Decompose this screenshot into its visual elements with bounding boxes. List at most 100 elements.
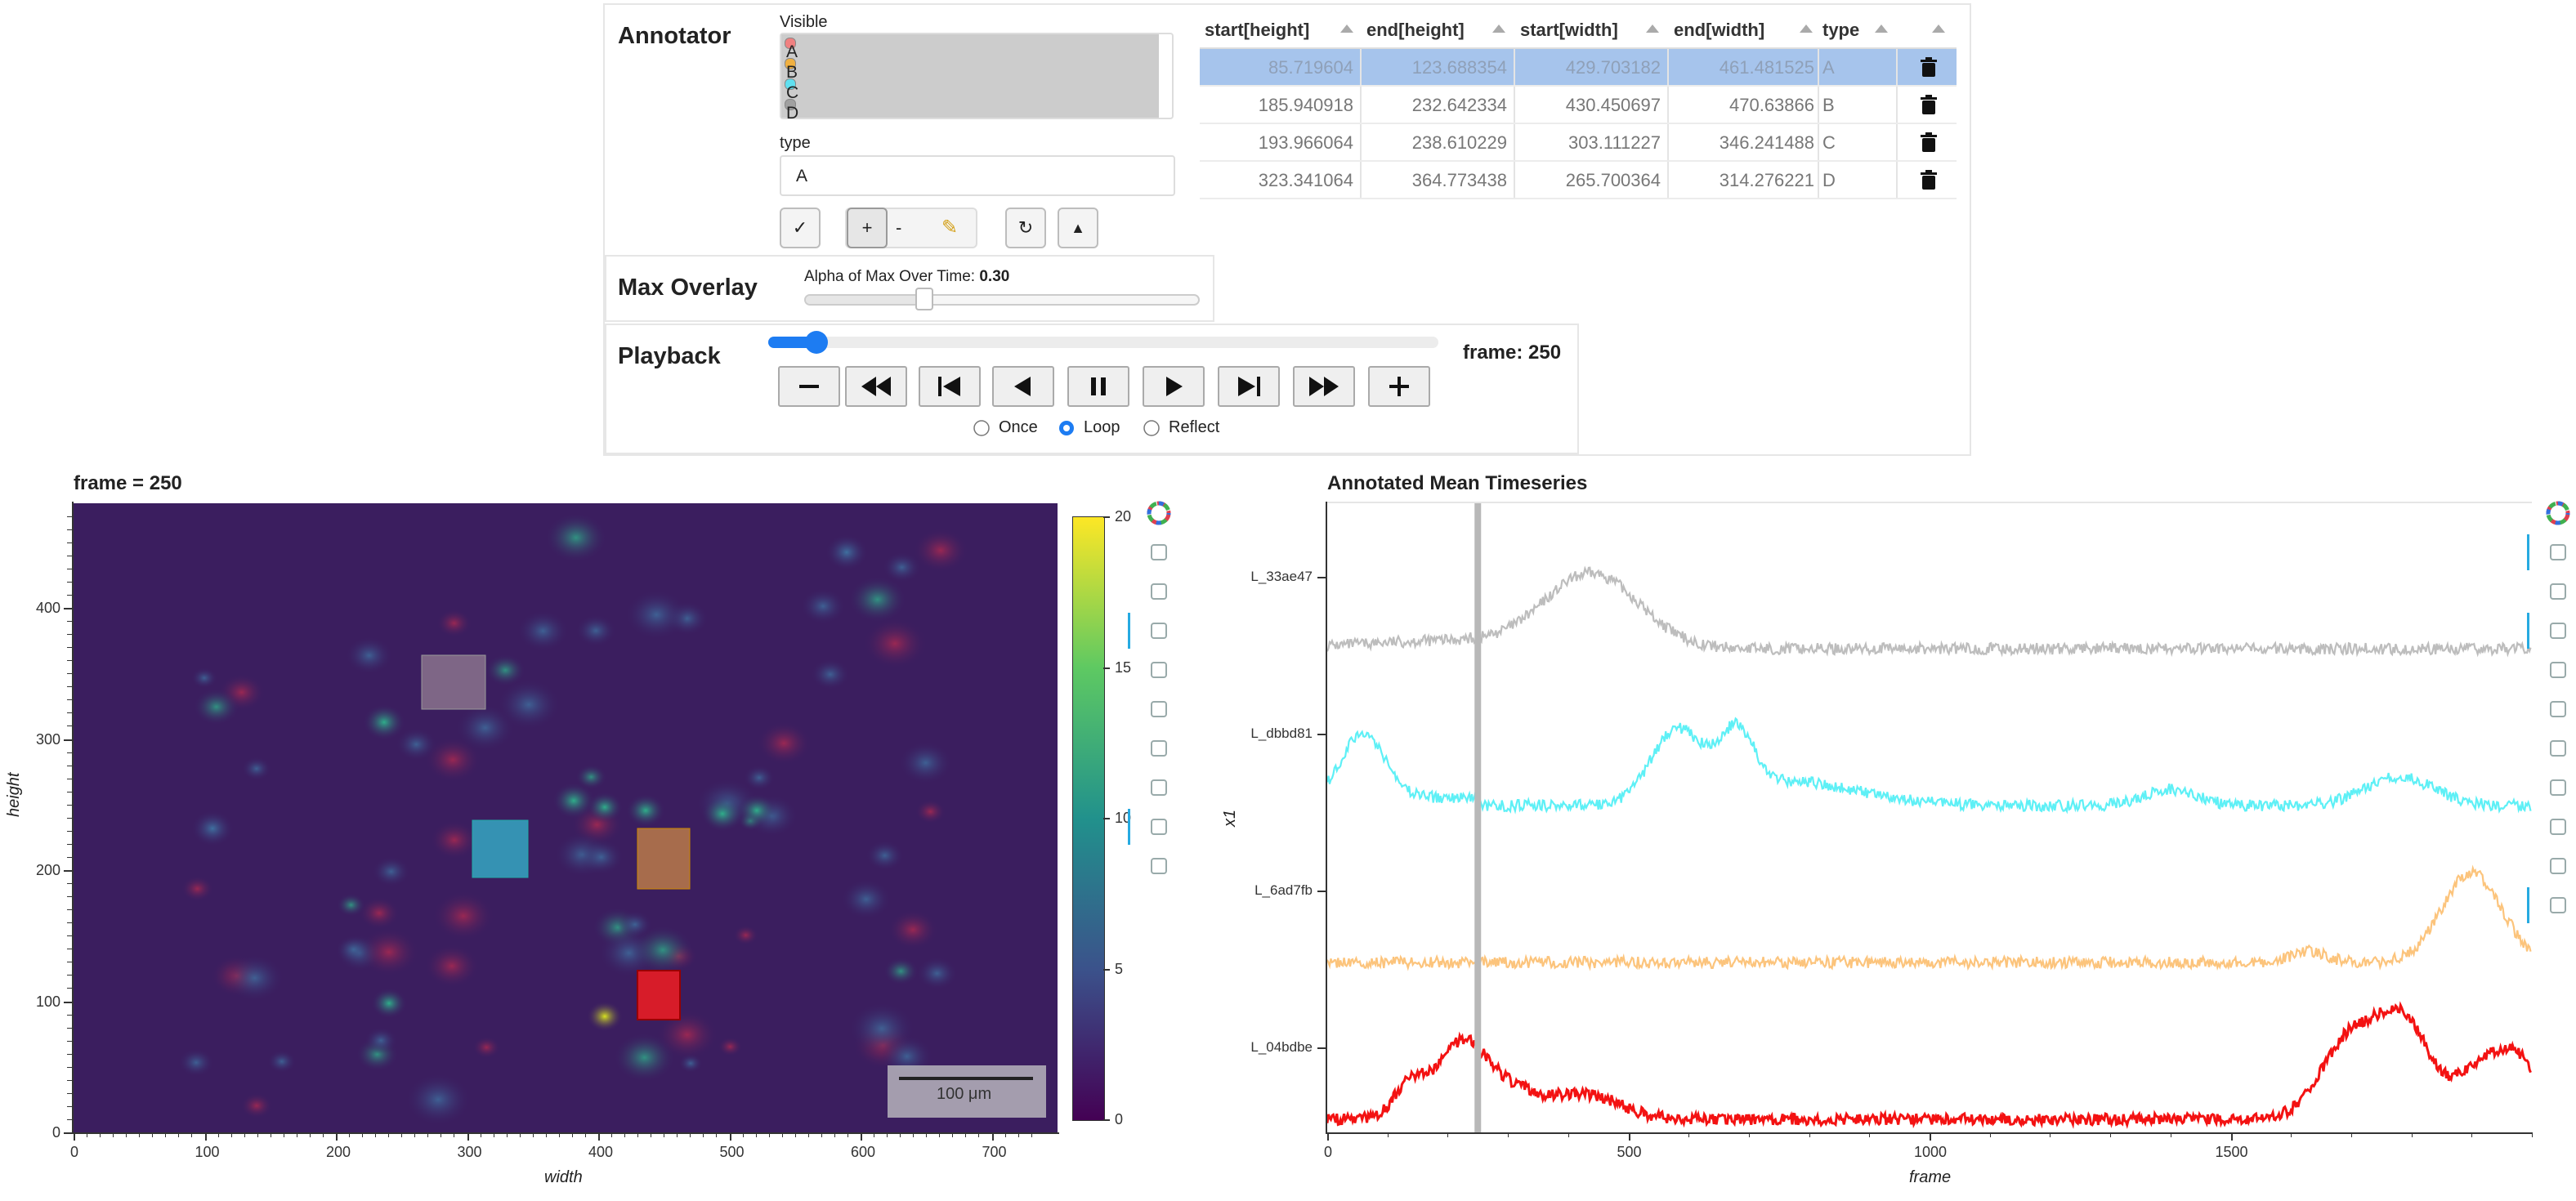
series-line-l_6ad7fb[interactable] xyxy=(1327,864,2532,971)
table-cell[interactable]: 470.63866 xyxy=(1729,95,1814,115)
roi-d[interactable] xyxy=(421,654,486,710)
table-row[interactable]: 323.341064 364.773438 265.700364 314.276221… xyxy=(1200,162,1957,199)
alpha-slider-handle[interactable] xyxy=(915,288,934,310)
table-cell[interactable]: 323.341064 xyxy=(1258,170,1353,190)
table-cell-type[interactable]: A xyxy=(1822,57,1835,78)
sort-icon[interactable] xyxy=(1800,25,1813,33)
trash-icon[interactable] xyxy=(1921,57,1937,77)
table-cell[interactable]: 265.700364 xyxy=(1565,170,1661,190)
alpha-slider[interactable] xyxy=(804,288,1200,310)
play-button[interactable] xyxy=(1143,366,1205,407)
col-header-type[interactable]: type xyxy=(1822,20,1860,40)
sort-icon[interactable] xyxy=(1932,25,1945,33)
table-cell[interactable]: 303.111227 xyxy=(1568,132,1661,153)
add-tool-button[interactable]: + xyxy=(847,208,888,248)
series-line-l_33ae47[interactable] xyxy=(1327,565,2532,658)
series-line-l_04bdbe[interactable] xyxy=(1327,1001,2532,1129)
reset-icon[interactable] xyxy=(2545,853,2571,879)
first-frame-button[interactable] xyxy=(919,366,981,407)
wheel-zoom-y-icon[interactable] xyxy=(2545,696,2571,722)
upload-button[interactable]: ▲ xyxy=(1058,208,1098,248)
col-header-start-width[interactable]: start[width] xyxy=(1520,20,1618,40)
decrease-speed-button[interactable] xyxy=(778,366,840,407)
crosshair-icon[interactable] xyxy=(1146,853,1172,879)
pan-icon[interactable] xyxy=(2527,534,2571,570)
table-cell-type[interactable]: B xyxy=(1822,95,1835,115)
apply-button[interactable]: ✓ xyxy=(780,208,821,248)
table-cell[interactable]: 85.719604 xyxy=(1268,57,1353,78)
table-cell[interactable]: 429.703182 xyxy=(1565,57,1661,78)
trash-icon[interactable] xyxy=(1921,95,1937,114)
wheel-zoom-icon[interactable] xyxy=(2527,613,2571,649)
ruler-icon[interactable] xyxy=(1146,775,1172,801)
mode-reflect-radio[interactable]: Reflect xyxy=(1143,418,1219,437)
hover-icon[interactable] xyxy=(2527,887,2571,923)
visible-option-c[interactable]: C xyxy=(785,77,808,102)
table-cell[interactable]: 314.276221 xyxy=(1719,170,1814,190)
timeseries-chart[interactable] xyxy=(1327,503,2532,1132)
step-backward-button[interactable] xyxy=(992,366,1054,407)
table-cell[interactable]: 461.481525 xyxy=(1719,57,1814,78)
box-zoom-icon[interactable] xyxy=(2545,578,2571,605)
pencil-icon[interactable]: ✎ xyxy=(941,217,959,239)
roi-c[interactable] xyxy=(472,819,529,878)
mode-once-radio[interactable]: Once xyxy=(973,418,1038,437)
table-cell[interactable]: 185.940918 xyxy=(1258,95,1353,115)
wheel-zoom-icon[interactable] xyxy=(1146,657,1172,683)
mode-loop-radio[interactable]: Loop xyxy=(1058,418,1120,437)
table-cell[interactable]: 232.642334 xyxy=(1411,95,1507,115)
bokeh-logo-icon[interactable] xyxy=(1146,500,1172,526)
type-input[interactable]: A xyxy=(780,155,1175,196)
annotation-table[interactable]: start[height] end[height] start[width] e… xyxy=(1200,8,1957,201)
increase-speed-button[interactable] xyxy=(1368,366,1430,407)
table-cell-type[interactable]: C xyxy=(1822,132,1836,153)
col-header-end-width[interactable]: end[width] xyxy=(1674,20,1765,40)
save-icon[interactable] xyxy=(1146,696,1172,722)
last-frame-button[interactable] xyxy=(1218,366,1280,407)
bokeh-logo-icon[interactable] xyxy=(2545,500,2571,526)
hover-icon[interactable] xyxy=(1128,809,1172,845)
table-cell[interactable]: 123.688354 xyxy=(1411,57,1507,78)
reset-icon[interactable] xyxy=(1146,735,1172,761)
col-header-start-height[interactable]: start[height] xyxy=(1205,20,1310,40)
table-cell[interactable]: 430.450697 xyxy=(1565,95,1661,115)
roi-a[interactable] xyxy=(637,970,681,1020)
sort-icon[interactable] xyxy=(1492,25,1505,33)
wheel-zoom-x-icon[interactable] xyxy=(2545,657,2571,683)
pause-button[interactable] xyxy=(1067,366,1129,407)
fast-forward-button[interactable] xyxy=(1293,366,1355,407)
save-icon[interactable] xyxy=(2545,814,2571,840)
table-cell[interactable]: 346.241488 xyxy=(1719,132,1814,153)
table-cell[interactable]: 193.966064 xyxy=(1258,132,1353,153)
col-header-end-height[interactable]: end[height] xyxy=(1366,20,1465,40)
trash-icon[interactable] xyxy=(1921,170,1937,190)
frame-slider[interactable] xyxy=(768,331,1438,354)
roi-b[interactable] xyxy=(637,828,691,890)
remove-tool-button[interactable]: - xyxy=(896,217,902,238)
wheel-zoom-icon[interactable] xyxy=(2545,735,2571,761)
trash-icon[interactable] xyxy=(1921,132,1937,152)
sort-icon[interactable] xyxy=(1646,25,1659,33)
visible-option-d[interactable]: D xyxy=(785,97,808,123)
visible-option-b[interactable]: B xyxy=(785,56,807,82)
fast-backward-button[interactable] xyxy=(845,366,907,407)
table-cell-type[interactable]: D xyxy=(1822,170,1836,190)
table-row[interactable]: 185.940918 232.642334 430.450697 470.63866 B xyxy=(1200,87,1957,124)
box-select-icon[interactable] xyxy=(1128,613,1172,649)
wheel-zoom-icon[interactable] xyxy=(2545,775,2571,801)
frame-image[interactable] xyxy=(74,503,1058,1132)
refresh-button[interactable]: ↻ xyxy=(1005,208,1046,248)
box-zoom-icon[interactable] xyxy=(1146,578,1172,605)
series-line-l_dbbd81[interactable] xyxy=(1327,717,2532,815)
table-cell[interactable]: 364.773438 xyxy=(1411,170,1507,190)
table-row[interactable]: 85.719604 123.688354 429.703182 461.481525 A xyxy=(1200,49,1957,87)
image-xtick-label: 300 xyxy=(457,1144,482,1160)
table-cell[interactable]: 238.610229 xyxy=(1411,132,1507,153)
frame-slider-handle[interactable] xyxy=(805,331,829,354)
sort-icon[interactable] xyxy=(1875,25,1888,33)
visible-option-a[interactable]: A xyxy=(785,36,807,61)
sort-icon[interactable] xyxy=(1340,25,1353,33)
table-row[interactable]: 193.966064 238.610229 303.111227 346.241488… xyxy=(1200,124,1957,162)
pan-icon[interactable] xyxy=(1146,539,1172,565)
